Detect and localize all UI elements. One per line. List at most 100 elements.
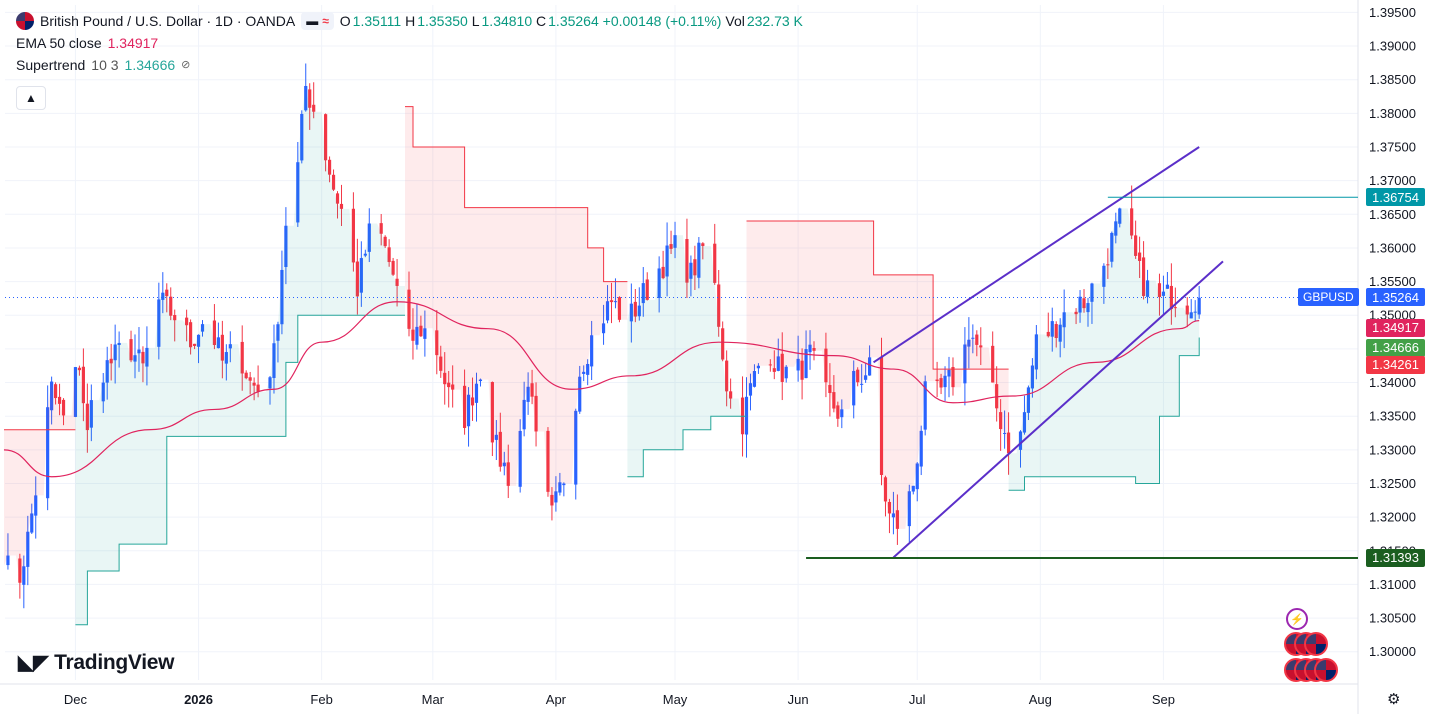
ema-prev-price-tag: 1.34261	[1366, 355, 1425, 374]
candle-body	[999, 412, 1003, 430]
candle-body	[447, 382, 451, 388]
candle	[629, 283, 633, 343]
candle-body	[657, 268, 661, 298]
candle-body	[196, 334, 201, 347]
candle	[419, 315, 423, 338]
candle	[192, 343, 197, 350]
ema-name: EMA 50 close	[16, 35, 102, 51]
candle-body	[864, 375, 868, 380]
candle-body	[530, 383, 534, 397]
symbol-title[interactable]: British Pound / U.S. Dollar · 1D · OANDA	[40, 13, 296, 29]
y-tick-label: 1.38000	[1369, 106, 1416, 121]
candle	[979, 327, 983, 366]
resistance-price-tag: 1.36754	[1366, 188, 1425, 207]
chart-type-toggle[interactable]: ▬ ≈	[301, 12, 334, 30]
candle-body	[824, 348, 828, 383]
candle-body	[216, 337, 220, 349]
candle	[276, 321, 280, 363]
tradingview-logo[interactable]: ◣◤ TradingView	[18, 650, 174, 675]
candle	[1003, 410, 1007, 449]
candle	[554, 476, 558, 512]
candle-body	[796, 358, 800, 371]
candle-body	[50, 381, 54, 411]
candle	[73, 366, 78, 418]
candle	[161, 272, 165, 314]
candle-body	[1086, 303, 1090, 313]
candle-body	[462, 385, 467, 428]
candle	[633, 288, 637, 323]
candle	[1062, 289, 1066, 349]
candle	[228, 331, 232, 363]
candle-body	[609, 300, 614, 303]
candle-body	[558, 482, 562, 493]
candle-body	[1034, 334, 1038, 370]
candle-body	[717, 284, 721, 327]
candle	[26, 515, 30, 586]
y-tick-label: 1.30000	[1369, 644, 1416, 659]
candle	[506, 444, 510, 499]
candle	[54, 382, 58, 405]
candle-body	[923, 381, 927, 430]
candle	[995, 366, 999, 422]
candle	[435, 310, 439, 375]
candle-body	[173, 315, 177, 321]
candle	[272, 324, 276, 394]
candle-body	[141, 351, 145, 364]
ema-legend-row[interactable]: EMA 50 close 1.34917	[16, 32, 803, 54]
candle-body	[772, 368, 776, 372]
candle	[768, 359, 772, 372]
candle-body	[1130, 208, 1134, 236]
candle	[991, 331, 995, 383]
y-tick-label: 1.31000	[1369, 577, 1416, 592]
candle-body	[435, 330, 439, 356]
candle-body	[1058, 324, 1062, 342]
candle-body	[943, 375, 947, 388]
candle-body	[391, 260, 395, 275]
supertrend-legend-row[interactable]: Supertrend 10 3 1.34666 ⊘	[16, 54, 803, 76]
candle	[395, 259, 399, 307]
candle-body	[1106, 264, 1110, 266]
candle-body	[77, 367, 82, 371]
candle	[133, 334, 137, 379]
open-value: 1.35111	[352, 13, 402, 29]
supertrend-fill	[1008, 208, 1200, 491]
candle	[1090, 282, 1094, 324]
candle-body	[1050, 321, 1054, 337]
candle-body	[1022, 412, 1027, 433]
candle-body	[57, 396, 62, 404]
candle	[1058, 318, 1062, 358]
candle-body	[617, 297, 622, 320]
candle	[1189, 299, 1193, 319]
candle-body	[272, 343, 276, 379]
gbp-usd-flag-icon	[16, 12, 34, 30]
x-tick-label: Sep	[1152, 692, 1175, 707]
candle	[1022, 395, 1027, 435]
candle	[784, 365, 788, 383]
y-tick-label: 1.32000	[1369, 510, 1416, 525]
candle	[462, 369, 467, 435]
change-value: +0.00148 (+0.11%)	[602, 13, 722, 29]
candle	[61, 398, 66, 426]
candle	[800, 348, 804, 400]
gear-icon[interactable]: ⚙	[1387, 691, 1401, 708]
open-label: O	[339, 13, 351, 29]
gb-event-flag-icon[interactable]	[1304, 632, 1328, 656]
candle	[609, 282, 614, 324]
lightning-event-icon[interactable]: ⚡	[1286, 608, 1308, 630]
hidden-eye-icon[interactable]: ⊘	[181, 59, 191, 71]
candle-body	[637, 305, 641, 317]
candle-body	[629, 303, 633, 322]
candle	[312, 82, 316, 119]
candle-body	[109, 358, 113, 364]
collapse-legend-button[interactable]: ▲	[16, 86, 46, 110]
candle	[717, 269, 721, 337]
candle-body	[887, 501, 892, 514]
candle-body	[359, 258, 363, 293]
candle-body	[860, 383, 864, 385]
candle-body	[586, 363, 590, 375]
us-event-flag-icon[interactable]	[1314, 658, 1338, 682]
candle-body	[1054, 324, 1058, 339]
candle	[923, 375, 927, 436]
ema-price-tag: 1.34917	[1366, 318, 1425, 337]
